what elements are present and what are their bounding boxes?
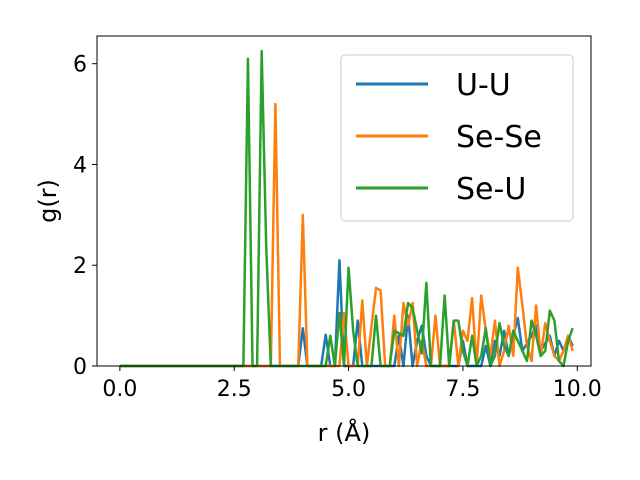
y-tick-label: 0 — [73, 355, 87, 380]
y-tick-label: 4 — [73, 153, 87, 178]
x-axis-label: r (Å) — [318, 418, 371, 447]
legend-box — [340, 54, 574, 222]
x-tick-label: 2.5 — [217, 377, 252, 402]
x-tick-label: 10.0 — [553, 377, 602, 402]
x-tick-label: 5.0 — [331, 377, 366, 402]
y-tick-label: 6 — [73, 53, 87, 78]
legend-label-se-u: Se-U — [456, 172, 526, 207]
legend: U-U Se-Se Se-U — [340, 54, 574, 222]
legend-label-u-u: U-U — [456, 68, 511, 103]
x-tick-label: 0.0 — [102, 377, 137, 402]
y-axis: 0 2 4 6 — [73, 53, 97, 380]
legend-label-se-se: Se-Se — [456, 120, 542, 155]
x-tick-label: 7.5 — [445, 377, 480, 402]
y-axis-label: g(r) — [34, 179, 62, 223]
x-axis: 0.0 2.5 5.0 7.5 10.0 — [102, 366, 602, 402]
y-tick-label: 2 — [73, 254, 87, 279]
plot-frame — [96, 35, 592, 367]
